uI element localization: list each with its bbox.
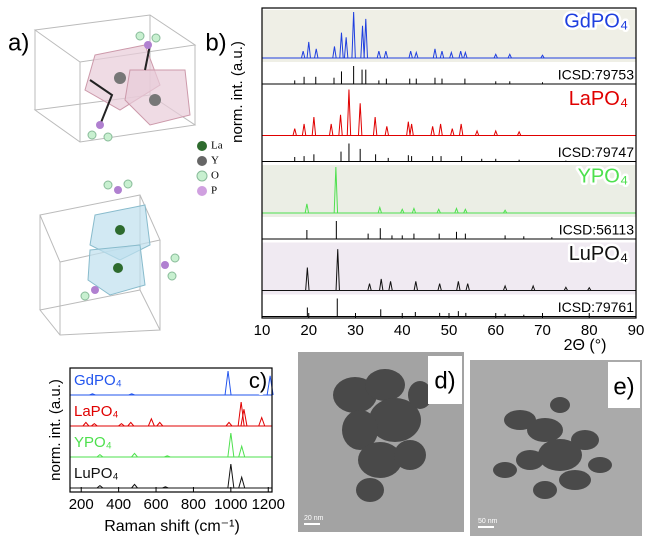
legend-swatch — [197, 156, 207, 166]
x-tick-label: 1000 — [214, 496, 247, 513]
x-axis-label: Raman shift (cm⁻¹) — [104, 518, 240, 535]
x-tick-label: 400 — [106, 496, 131, 513]
legend-swatch — [197, 141, 207, 151]
y-axis-label: norm. int. (a.u.) — [47, 379, 64, 481]
x-tick-label: 50 — [441, 322, 458, 339]
x-tick-label: 600 — [144, 496, 169, 513]
reference-label: ICSD:56113 — [559, 222, 634, 238]
series-label: LaPO₄ — [74, 403, 118, 420]
x-tick-label: 20 — [300, 322, 317, 339]
x-tick-label: 90 — [628, 322, 645, 339]
x-tick-label: 60 — [487, 322, 504, 339]
panel-label: e) — [613, 373, 634, 400]
reference-label: ICSD:79761 — [558, 299, 634, 315]
legend-label: La — [211, 140, 223, 152]
x-axis-label: 2Θ (°) — [564, 337, 607, 354]
panel-label: d) — [434, 367, 455, 394]
series-label: GdPO₄ — [564, 10, 628, 32]
peak — [132, 484, 138, 488]
peak — [228, 464, 234, 488]
peak — [83, 422, 89, 426]
legend-swatch — [197, 186, 207, 196]
x-tick-label: 10 — [254, 322, 271, 339]
x-tick-label: 40 — [394, 322, 411, 339]
figure: a) La Y O P d) 20 nm e) 50 nm GdPO₄ ICSD:… — [0, 0, 647, 539]
peak — [226, 422, 232, 426]
atom-legend: La Y O P — [197, 140, 223, 197]
x-tick-label: 1200 — [252, 496, 285, 513]
reference-label: ICSD:79747 — [558, 144, 634, 160]
panel-label: a) — [8, 29, 29, 56]
series-label: YPO₄ — [578, 165, 628, 187]
legend-label: P — [211, 185, 217, 197]
peak — [239, 446, 245, 457]
x-tick-label: 800 — [181, 496, 206, 513]
peak — [239, 477, 245, 488]
series-label: LaPO₄ — [569, 88, 628, 110]
crystal-structures — [35, 15, 195, 335]
panel-label: b) — [205, 29, 226, 56]
peak — [128, 422, 134, 426]
scale-bar-label: 20 nm — [304, 515, 324, 522]
legend-label: Y — [211, 155, 219, 167]
x-tick-label: 30 — [347, 322, 364, 339]
legend-label: O — [211, 170, 219, 182]
peak — [259, 418, 265, 426]
series-label: YPO₄ — [74, 434, 112, 451]
reference-label: ICSD:79753 — [558, 67, 634, 83]
x-tick-label: 70 — [534, 322, 551, 339]
series-label: LuPO₄ — [74, 465, 118, 482]
scale-bar-label: 50 nm — [478, 518, 498, 525]
peak — [225, 371, 231, 395]
peak — [228, 433, 234, 457]
series-label: LuPO₄ — [569, 243, 628, 265]
peak — [157, 422, 163, 426]
page: a) La Y O P d) 20 nm e) 50 nm GdPO₄ ICSD:… — [0, 0, 647, 539]
y-axis-label: norm. int. (a.u.) — [229, 41, 246, 143]
panel-label: c) — [249, 368, 267, 393]
peak — [132, 453, 138, 457]
legend-swatch — [197, 171, 207, 181]
peak — [148, 419, 154, 426]
x-tick-label: 200 — [69, 496, 94, 513]
series-label: GdPO₄ — [74, 372, 122, 389]
